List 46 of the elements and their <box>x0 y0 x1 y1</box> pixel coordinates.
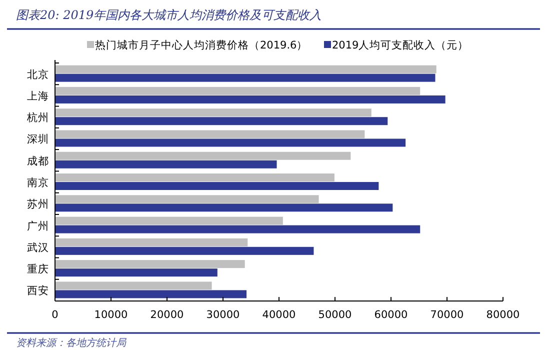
bar <box>55 216 283 225</box>
bar <box>55 74 436 82</box>
bar <box>55 204 393 212</box>
y-tick-label: 武汉 <box>27 240 49 254</box>
y-tick-label: 南京 <box>27 176 49 189</box>
bar <box>55 225 420 234</box>
y-tick-label: 西安 <box>27 284 49 298</box>
x-tick-label: 30000 <box>206 309 240 321</box>
bar <box>55 108 372 117</box>
y-tick-label: 上海 <box>27 89 49 102</box>
bar <box>55 95 446 104</box>
bar <box>55 117 388 126</box>
bar <box>55 268 218 277</box>
y-tick-label: 深圳 <box>27 132 49 146</box>
x-tick-label: 80000 <box>486 309 520 321</box>
bar <box>55 290 247 298</box>
bar <box>55 195 319 204</box>
bar <box>55 182 379 190</box>
y-tick-label: 杭州 <box>26 111 49 124</box>
x-tick-label: 60000 <box>374 309 408 321</box>
bar <box>55 238 248 246</box>
x-tick-label: 0 <box>52 309 58 321</box>
bar <box>55 130 365 138</box>
bar <box>55 138 406 147</box>
bar <box>55 282 212 290</box>
bar <box>55 65 436 74</box>
bar <box>55 260 245 268</box>
y-tick-label: 北京 <box>27 68 49 81</box>
legend-label: 2019人均可支配收入（元） <box>332 38 469 52</box>
bar <box>55 152 351 160</box>
x-tick-label: 40000 <box>262 309 296 321</box>
x-tick-label: 70000 <box>430 309 464 321</box>
x-tick-label: 20000 <box>150 309 184 321</box>
y-tick-label: 成都 <box>27 154 49 168</box>
y-tick-label: 广州 <box>27 219 49 232</box>
bar <box>55 86 420 95</box>
bar <box>55 174 334 182</box>
bar <box>55 246 314 255</box>
bar <box>55 160 277 168</box>
legend-label: 热门城市月子中心人均消费价格（2019.6） <box>95 38 308 52</box>
text: 资料来源：各地方统计局 <box>16 337 127 349</box>
x-tick-label: 10000 <box>94 309 128 321</box>
y-tick-label: 苏州 <box>27 198 49 211</box>
chart-title: 图表20: 2019年国内各大城市人均消费价格及可支配收入 <box>16 8 322 22</box>
x-tick-label: 50000 <box>318 309 352 321</box>
y-tick-label: 重庆 <box>27 262 49 276</box>
